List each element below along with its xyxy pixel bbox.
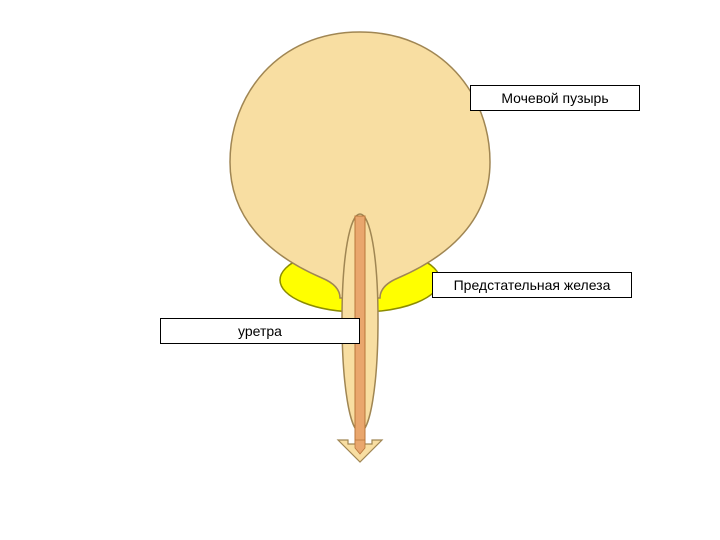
label-prostate: Предстательная железа <box>432 272 632 298</box>
label-bladder: Мочевой пузырь <box>470 85 640 111</box>
anatomy-diagram <box>0 0 720 540</box>
label-urethra-text: уретра <box>238 323 282 339</box>
label-bladder-text: Мочевой пузырь <box>501 90 608 106</box>
label-prostate-text: Предстательная железа <box>454 277 611 293</box>
label-urethra: уретра <box>160 318 360 344</box>
